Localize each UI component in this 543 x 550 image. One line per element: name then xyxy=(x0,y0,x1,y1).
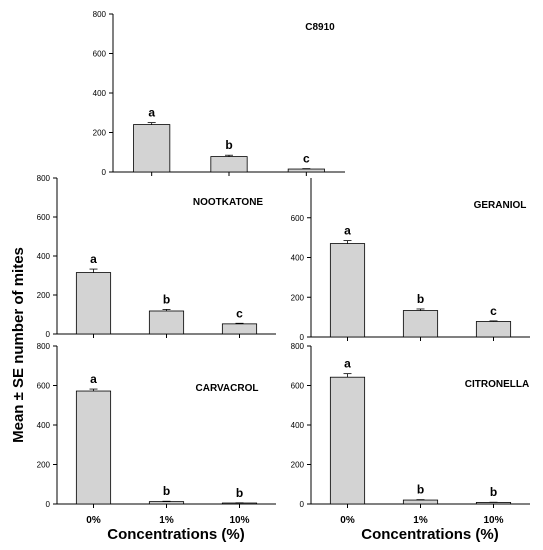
panel-5-x-tick-label: 1% xyxy=(413,515,428,526)
panel-2-title: NOOTKATONE xyxy=(193,197,264,208)
panel-3-significance-letter: a xyxy=(344,224,351,238)
panel-4-bar xyxy=(148,501,185,505)
panel-5-y-tick-label: 0 xyxy=(300,500,305,509)
panel-5-significance-letter: a xyxy=(344,357,351,371)
panel-3-y-tick-label: 0 xyxy=(300,333,305,342)
panel-1-significance-letter: b xyxy=(225,138,232,152)
panel-2-y-tick-label: 400 xyxy=(37,252,51,261)
panel-2-significance-letter: c xyxy=(236,306,243,320)
panel-2-bar xyxy=(75,272,112,335)
panel-5-title: CITRONELLA xyxy=(465,379,529,390)
x-axis-label: Concentrations (%) xyxy=(361,526,499,543)
panel-3-significance-letter: b xyxy=(417,292,424,306)
panel-2-y-tick-label: 200 xyxy=(37,291,51,300)
panel-5-bar xyxy=(475,502,512,505)
panel-1-bar xyxy=(133,124,171,173)
panel-5-y-tick-label: 800 xyxy=(291,342,305,351)
panel-1-y-tick-label: 600 xyxy=(93,50,107,59)
panel-4-x-tick-label: 0% xyxy=(86,515,101,526)
panel-1-significance-letter: a xyxy=(148,106,155,120)
panel-1-y-tick-label: 0 xyxy=(102,168,107,177)
panel-3-bar xyxy=(475,321,512,338)
y-axis-label: Mean ± SE number of mites xyxy=(10,247,27,443)
panel-4-y-tick-label: 400 xyxy=(37,421,51,430)
panel-3-y-tick-label: 600 xyxy=(291,214,305,223)
panel-1-y-tick-label: 800 xyxy=(93,10,107,19)
panel-2-significance-letter: b xyxy=(163,292,170,306)
panel-4-bar xyxy=(75,390,112,505)
panel-5-significance-letter: b xyxy=(490,485,497,499)
panel-4-x-tick-label: 1% xyxy=(159,515,174,526)
panel-2-y-tick-label: 800 xyxy=(37,174,51,183)
panel-2-y-tick-label: 600 xyxy=(37,213,51,222)
panel-1-significance-letter: c xyxy=(303,152,310,166)
panel-2-significance-letter: a xyxy=(90,252,97,266)
panel-4-y-tick-label: 800 xyxy=(37,342,51,351)
panel-3-bar xyxy=(329,243,366,338)
panel-5-y-tick-label: 200 xyxy=(291,461,305,470)
panel-5-x-tick-label: 10% xyxy=(483,515,503,526)
panel-2-y-tick-label: 0 xyxy=(46,330,51,339)
panel-5-bar xyxy=(329,376,366,505)
panel-4-y-tick-label: 600 xyxy=(37,382,51,391)
panel-4-title: CARVACROL xyxy=(196,383,259,394)
panel-1-bar xyxy=(210,156,248,173)
panel-3-title: GERANIOL xyxy=(474,200,527,211)
panel-3-y-tick-label: 400 xyxy=(291,254,305,263)
x-axis-label: Concentrations (%) xyxy=(107,526,245,543)
panel-2-bar xyxy=(148,310,185,335)
panel-4-x-tick-label: 10% xyxy=(229,515,249,526)
panel-3-bar xyxy=(402,310,439,338)
panel-1-y-tick-label: 200 xyxy=(93,129,107,138)
panel-5-significance-letter: b xyxy=(417,483,424,497)
panel-1-title: C8910 xyxy=(305,22,335,33)
panel-5-y-tick-label: 600 xyxy=(291,382,305,391)
panel-4-y-tick-label: 0 xyxy=(46,500,51,509)
panel-3-y-tick-label: 200 xyxy=(291,293,305,302)
panel-5-bar xyxy=(402,499,439,505)
panel-4-y-tick-label: 200 xyxy=(37,461,51,470)
panel-1-y-tick-label: 400 xyxy=(93,89,107,98)
panel-4-significance-letter: a xyxy=(90,372,97,386)
panel-5-x-tick-label: 0% xyxy=(340,515,355,526)
panel-1-bar xyxy=(287,168,325,173)
panel-4-significance-letter: b xyxy=(163,484,170,498)
panel-2-bar xyxy=(221,323,258,335)
panel-4-significance-letter: b xyxy=(236,486,243,500)
panel-3-significance-letter: c xyxy=(490,304,497,318)
panel-5-y-tick-label: 400 xyxy=(291,421,305,430)
